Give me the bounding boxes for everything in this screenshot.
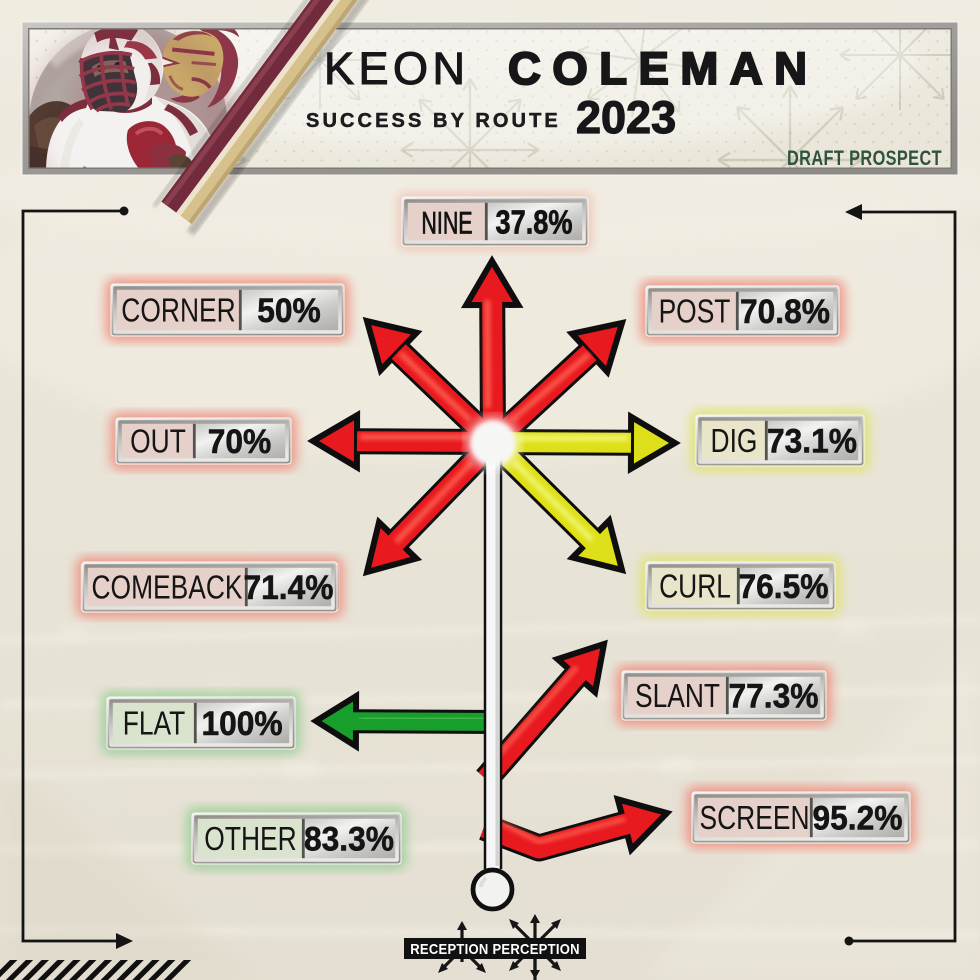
svg-text:83.3%: 83.3% (304, 820, 394, 859)
svg-text:DIG: DIG (711, 423, 758, 459)
svg-text:SLANT: SLANT (635, 678, 720, 714)
svg-text:37.8%: 37.8% (496, 204, 573, 241)
svg-text:50%: 50% (257, 292, 320, 331)
svg-text:SCREEN: SCREEN (699, 800, 809, 836)
svg-text:2023: 2023 (576, 92, 676, 143)
svg-text:COMEBACK: COMEBACK (91, 570, 242, 606)
svg-text:100%: 100% (201, 705, 282, 744)
svg-text:NINE: NINE (421, 205, 472, 240)
svg-text:76.5%: 76.5% (739, 568, 829, 607)
svg-text:SUCCESS BY ROUTE: SUCCESS BY ROUTE (306, 110, 561, 132)
svg-text:DRAFT PROSPECT: DRAFT PROSPECT (787, 147, 942, 171)
svg-text:OTHER: OTHER (204, 821, 296, 857)
svg-text:70.8%: 70.8% (740, 293, 830, 332)
svg-text:OUT: OUT (130, 424, 186, 460)
svg-text:RECEPTION PERCEPTION: RECEPTION PERCEPTION (410, 940, 580, 957)
svg-text:FLAT: FLAT (123, 706, 186, 742)
svg-text:COLEMAN: COLEMAN (508, 43, 819, 94)
svg-text:71.4%: 71.4% (244, 569, 334, 608)
svg-text:POST: POST (659, 294, 731, 330)
svg-text:77.3%: 77.3% (729, 677, 819, 716)
svg-text:95.2%: 95.2% (813, 799, 903, 838)
svg-text:KEON: KEON (324, 43, 470, 94)
svg-text:CORNER: CORNER (121, 293, 235, 329)
svg-text:73.1%: 73.1% (767, 422, 857, 461)
svg-text:70%: 70% (208, 423, 271, 462)
svg-text:CURL: CURL (659, 569, 731, 605)
